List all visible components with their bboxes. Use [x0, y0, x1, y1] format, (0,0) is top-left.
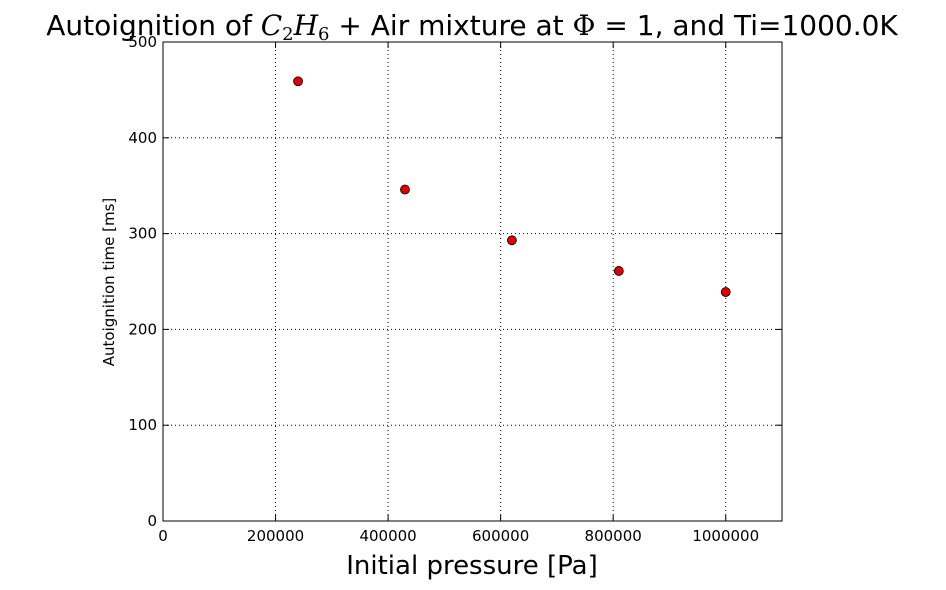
plot-frame — [162, 41, 783, 522]
data-point — [720, 287, 731, 297]
x-tick-label: 1000000 — [692, 527, 759, 545]
x-tick-label: 0 — [158, 527, 168, 545]
grid-lines — [162, 41, 782, 522]
data-point — [506, 235, 517, 246]
x-tick-label: 400000 — [359, 527, 416, 545]
x-tick-label: 600000 — [472, 527, 529, 545]
axis-ticks — [162, 41, 782, 522]
y-axis-label: Autoignition time [ms] — [100, 198, 118, 366]
x-tick-labels: 0 200000 400000 600000 800000 1000000 — [158, 527, 759, 545]
data-point — [400, 184, 410, 195]
data-points — [293, 76, 731, 297]
y-tick-label: 500 — [128, 33, 157, 51]
y-tick-label: 200 — [128, 320, 157, 338]
x-tick-label: 200000 — [247, 527, 304, 545]
x-axis-label: Initial pressure [Pa] — [346, 551, 598, 581]
y-tick-label: 300 — [128, 225, 157, 243]
y-tick-label: 0 — [147, 512, 157, 530]
data-point — [613, 266, 624, 276]
y-tick-labels: 0 100 200 300 400 500 — [128, 33, 157, 530]
x-tick-label: 800000 — [585, 527, 642, 545]
data-point — [293, 76, 303, 87]
chart-title: Autoignition of C2H6 + Air mixture at Φ … — [46, 9, 898, 45]
y-tick-label: 100 — [128, 416, 157, 434]
y-tick-label: 400 — [128, 129, 157, 147]
